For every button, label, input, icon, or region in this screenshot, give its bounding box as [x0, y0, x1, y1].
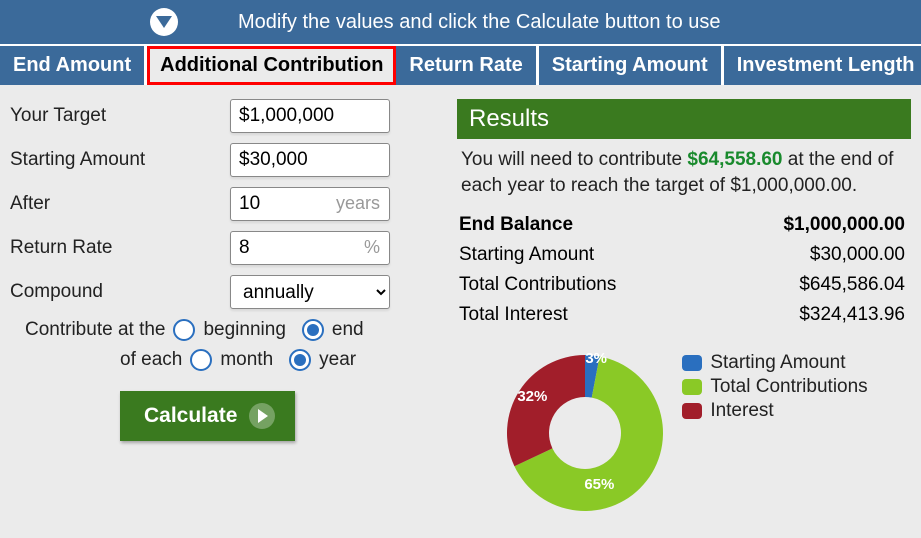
content-panel: Your Target Starting Amount After years … [0, 85, 921, 538]
results-row: Total Interest$324,413.96 [457, 300, 911, 330]
chart-area: 3% 65% 32% Starting AmountTotal Contributi… [457, 348, 911, 518]
ofeach-lead: of each [120, 349, 182, 371]
tab-return-rate[interactable]: Return Rate [396, 46, 538, 85]
return-rate-label: Return Rate [10, 237, 230, 259]
target-input[interactable] [230, 99, 390, 133]
tab-investment-length[interactable]: Investment Length [724, 46, 921, 85]
legend-row: Interest [682, 400, 867, 422]
starting-amount-input[interactable] [230, 143, 390, 177]
donut-slice [507, 355, 585, 466]
after-input[interactable] [230, 187, 390, 221]
donut-pct-label: 65% [584, 476, 614, 493]
legend-swatch [682, 379, 702, 395]
compound-label: Compound [10, 281, 230, 303]
play-icon [249, 403, 275, 429]
radio-end[interactable]: end [302, 319, 364, 341]
chart-legend: Starting AmountTotal ContributionsIntere… [682, 352, 867, 424]
donut-pct-label: 32% [517, 388, 547, 405]
return-rate-input[interactable] [230, 231, 390, 265]
required-contribution: $64,558.60 [687, 149, 782, 170]
legend-swatch [682, 355, 702, 371]
results-header: Results [457, 99, 911, 139]
legend-row: Total Contributions [682, 376, 867, 398]
starting-amount-label: Starting Amount [10, 149, 230, 171]
target-label: Your Target [10, 105, 230, 127]
contribute-lead: Contribute at the [25, 319, 165, 341]
radio-month[interactable]: month [190, 349, 273, 371]
tab-starting-amount[interactable]: Starting Amount [539, 46, 724, 85]
donut-chart: 3% 65% 32% [500, 348, 670, 518]
results-table: End Balance$1,000,000.00Starting Amount$… [457, 210, 911, 330]
tab-end-amount[interactable]: End Amount [0, 46, 147, 85]
legend-swatch [682, 403, 702, 419]
results-sentence: You will need to contribute $64,558.60 a… [457, 139, 911, 210]
after-label: After [10, 193, 230, 215]
compound-select[interactable]: annually [230, 275, 390, 309]
form-column: Your Target Starting Amount After years … [10, 99, 455, 518]
results-row: End Balance$1,000,000.00 [457, 210, 911, 240]
radio-year[interactable]: year [289, 349, 356, 371]
tab-bar: End AmountAdditional ContributionReturn … [0, 44, 921, 85]
calculate-button[interactable]: Calculate [120, 391, 295, 441]
tab-additional-contribution[interactable]: Additional Contribution [147, 46, 396, 85]
donut-pct-label: 3% [585, 350, 607, 367]
results-row: Starting Amount$30,000.00 [457, 240, 911, 270]
results-row: Total Contributions$645,586.04 [457, 270, 911, 300]
banner-dropdown-icon[interactable] [150, 8, 178, 36]
results-column: Results You will need to contribute $64,… [455, 99, 911, 518]
radio-beginning[interactable]: beginning [173, 319, 285, 341]
legend-row: Starting Amount [682, 352, 867, 374]
instruction-banner: Modify the values and click the Calculat… [0, 0, 921, 44]
banner-text: Modify the values and click the Calculat… [238, 11, 721, 34]
